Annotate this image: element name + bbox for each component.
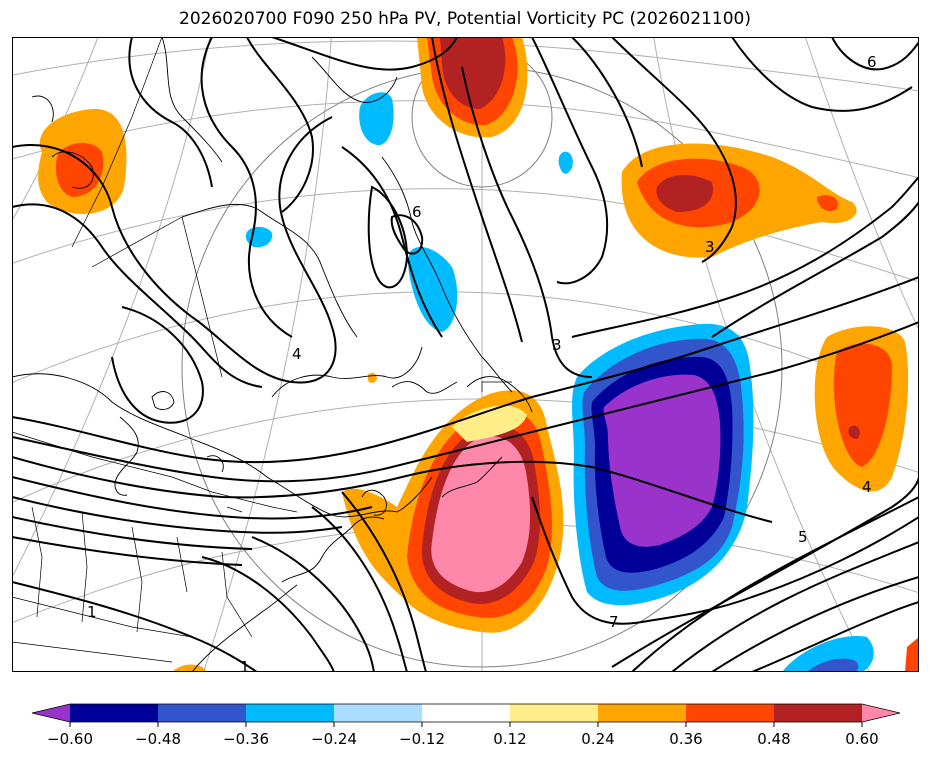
colorbar-bin: [510, 704, 599, 722]
colorbar-bin: [246, 704, 335, 722]
colorbar-bin: [686, 704, 775, 722]
contour-label: 6: [867, 53, 877, 71]
colorbar-ticks: −0.60 −0.48 −0.36 −0.24 −0.12 0.12 0.24 0.36 0.4…: [47, 722, 879, 748]
colorbar-bin: [334, 704, 423, 722]
colorbar-bin: [862, 704, 900, 722]
colorbar-tick-label: 0.48: [757, 730, 790, 748]
anomaly-negative-baffin: [359, 92, 394, 146]
map-title: 2026020700 F090 250 hPa PV, Potential Vo…: [179, 9, 751, 29]
coastlines: [12, 37, 533, 672]
colorbar-tick-label: 0.60: [845, 730, 878, 748]
colorbar-bin: [598, 704, 687, 722]
contour-label: 1: [87, 603, 97, 621]
political-borders: [12, 37, 512, 663]
colorbar-bin: [774, 704, 863, 722]
colorbar-tick-label: −0.60: [47, 730, 93, 748]
pv-contours: [12, 37, 919, 672]
colorbar-tick-label: −0.12: [399, 730, 445, 748]
pv-anomaly-fills: [38, 37, 919, 672]
colorbar-bin: [32, 704, 70, 722]
colorbar-bins: [31, 703, 901, 723]
contour-labels: 6 6 3 3 4 4 5 7 1 1: [87, 53, 877, 672]
colorbar: −0.60 −0.48 −0.36 −0.24 −0.12 0.12 0.24 0.36 0.4…: [31, 703, 901, 748]
colorbar-bin: [422, 704, 511, 722]
contour-label: 1: [240, 658, 250, 672]
colorbar-tick-label: −0.48: [135, 730, 181, 748]
colorbar-tick-label: 0.24: [581, 730, 614, 748]
contour-label: 5: [798, 528, 808, 546]
contour-label: 3: [552, 336, 562, 354]
contour-label: 6: [412, 203, 422, 221]
contour-label: 7: [609, 613, 619, 631]
contour-label: 3: [705, 238, 715, 256]
colorbar-bin: [158, 704, 247, 722]
colorbar-tick-label: 0.12: [493, 730, 526, 748]
contour-label: 4: [862, 478, 872, 496]
map-panel: 6 6 3 3 4 4 5 7 1 1: [12, 37, 919, 672]
contour-label: 4: [292, 345, 302, 363]
anomaly-negative-labrador: [408, 247, 458, 332]
colorbar-tick-label: −0.36: [223, 730, 269, 748]
colorbar-tick-label: 0.36: [669, 730, 702, 748]
colorbar-tick-label: −0.24: [311, 730, 357, 748]
colorbar-bin: [70, 704, 159, 722]
